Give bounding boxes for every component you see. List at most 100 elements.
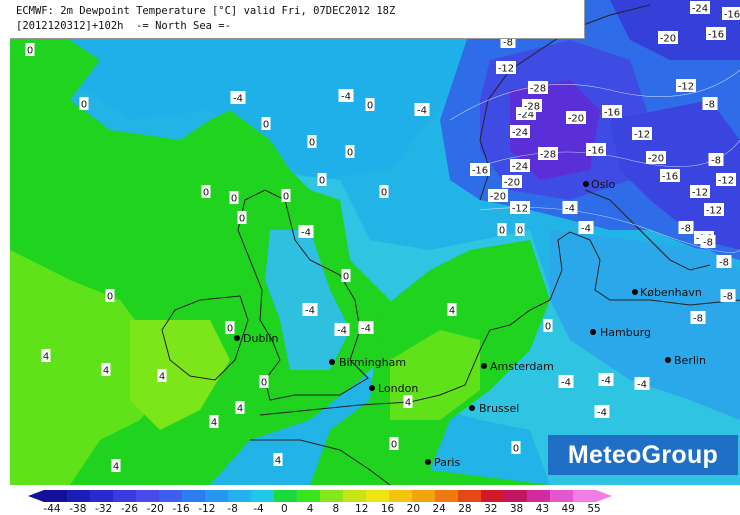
contour-label: -4 bbox=[565, 204, 575, 215]
scale-tick-label: 32 bbox=[484, 503, 498, 515]
contour-label-box bbox=[79, 97, 89, 110]
contour-label-box bbox=[708, 153, 724, 166]
scale-cell bbox=[320, 490, 344, 502]
scale-tick-label: -44 bbox=[43, 503, 61, 515]
contour-label: -16 bbox=[662, 172, 678, 183]
city-dot-hamburg bbox=[590, 329, 596, 335]
contour-label-box bbox=[358, 321, 374, 334]
scale-tick-label: 24 bbox=[432, 503, 446, 515]
contour-label-box bbox=[307, 135, 317, 148]
contour-label-box bbox=[365, 98, 375, 111]
scale-cell bbox=[228, 490, 252, 502]
contour-label: -4 bbox=[305, 306, 315, 317]
contour-label: 0 bbox=[81, 100, 87, 111]
contour-label: -8 bbox=[703, 238, 713, 249]
city-markers bbox=[234, 181, 671, 465]
contour-label: -12 bbox=[634, 130, 650, 141]
contour-label: 0 bbox=[227, 324, 233, 335]
scale-cell bbox=[550, 490, 574, 502]
contour-label: -4 bbox=[301, 228, 311, 239]
city-dot-brussel bbox=[469, 405, 475, 411]
contour-label-box bbox=[690, 311, 706, 324]
scale-tick-label: -12 bbox=[198, 503, 216, 515]
scale-tick-label: 16 bbox=[380, 503, 395, 515]
scale-cell bbox=[136, 490, 160, 502]
contour-label: -20 bbox=[504, 178, 520, 189]
contour-label-box bbox=[403, 395, 413, 408]
city-label-berlin: Berlin bbox=[674, 354, 706, 367]
contour-label-box bbox=[678, 221, 694, 234]
contour-label-box bbox=[389, 437, 399, 450]
contour-label: 0 bbox=[347, 148, 353, 159]
scale-cell bbox=[504, 490, 528, 502]
city-dot-amsterdam bbox=[481, 363, 487, 369]
city-label-amsterdam: Amsterdam bbox=[490, 360, 554, 373]
scale-cell bbox=[274, 490, 298, 502]
city-dot-oslo bbox=[583, 181, 589, 187]
contour-label: 0 bbox=[231, 194, 237, 205]
contour-label-box bbox=[230, 91, 246, 104]
contour-label-box bbox=[259, 375, 269, 388]
contour-label-box bbox=[578, 221, 594, 234]
contour-label: -8 bbox=[711, 156, 721, 167]
scale-tick-label: -32 bbox=[95, 503, 113, 515]
contour-label-box bbox=[298, 225, 314, 238]
contour-label-box bbox=[510, 125, 530, 138]
contour-label-box bbox=[41, 349, 51, 362]
contour-label-box bbox=[201, 185, 211, 198]
contour-label: 0 bbox=[283, 192, 289, 203]
contour-label-box bbox=[235, 401, 245, 414]
contour-label-box bbox=[528, 81, 548, 94]
iberia-light-green-zone bbox=[130, 320, 230, 430]
contour-label: -8 bbox=[681, 224, 691, 235]
contour-label-box bbox=[511, 441, 521, 454]
contour-label-box bbox=[447, 303, 457, 316]
city-label-dublin: Dublin bbox=[243, 332, 279, 345]
color-scale-cells bbox=[28, 490, 612, 502]
contour-label-box bbox=[302, 303, 318, 316]
contour-label-box bbox=[646, 151, 666, 164]
contour-label: 0 bbox=[499, 226, 505, 237]
contour-label: 0 bbox=[319, 176, 325, 187]
contour-label-box bbox=[237, 211, 247, 224]
contour-label: -24 bbox=[692, 4, 708, 15]
contour-label-box bbox=[690, 185, 710, 198]
contour-label: -4 bbox=[601, 376, 611, 387]
contour-label-box bbox=[273, 453, 283, 466]
contour-label-box bbox=[209, 415, 219, 428]
contour-label-box bbox=[470, 163, 490, 176]
scale-tick-label: 49 bbox=[561, 503, 575, 515]
sea-deep-band bbox=[10, 0, 480, 180]
contour-label-box bbox=[105, 289, 115, 302]
contour-label: -16 bbox=[724, 10, 740, 21]
contour-label: -4 bbox=[361, 324, 371, 335]
contour-label-box bbox=[538, 147, 558, 160]
city-label-london: London bbox=[378, 382, 418, 395]
contour-label-box bbox=[510, 201, 530, 214]
contour-label: -24 bbox=[512, 128, 528, 139]
contour-label-box bbox=[497, 223, 507, 236]
contour-label-box bbox=[338, 89, 354, 102]
contour-label: -12 bbox=[678, 82, 694, 93]
logo-text: MeteoGroup bbox=[567, 440, 719, 469]
contour-label: 4 bbox=[275, 456, 281, 467]
city-label-hamburg: Hamburg bbox=[600, 326, 651, 339]
dewpoint-map: Oslo København Hamburg Dublin Birmingham… bbox=[10, 0, 740, 485]
contour-label: -12 bbox=[512, 204, 528, 215]
scale-cell bbox=[113, 490, 137, 502]
scale-tick-label: 43 bbox=[535, 503, 550, 515]
contour-label-box bbox=[261, 117, 271, 130]
scale-tick-label: -38 bbox=[69, 503, 87, 515]
scale-cell bbox=[182, 490, 206, 502]
scale-tick-label: 20 bbox=[406, 503, 421, 515]
city-label-oslo: Oslo bbox=[591, 178, 615, 191]
contour-label-box bbox=[414, 103, 430, 116]
scale-tick-label: 4 bbox=[306, 503, 314, 515]
scale-tick-label: -20 bbox=[146, 503, 164, 515]
contour-label-box bbox=[345, 145, 355, 158]
contour-label: 0 bbox=[545, 322, 551, 333]
contour-label: 0 bbox=[203, 188, 209, 199]
city-label-birmingham: Birmingham bbox=[339, 356, 406, 369]
scale-tick-label: -8 bbox=[227, 503, 238, 515]
scale-arrow-right bbox=[596, 490, 612, 502]
